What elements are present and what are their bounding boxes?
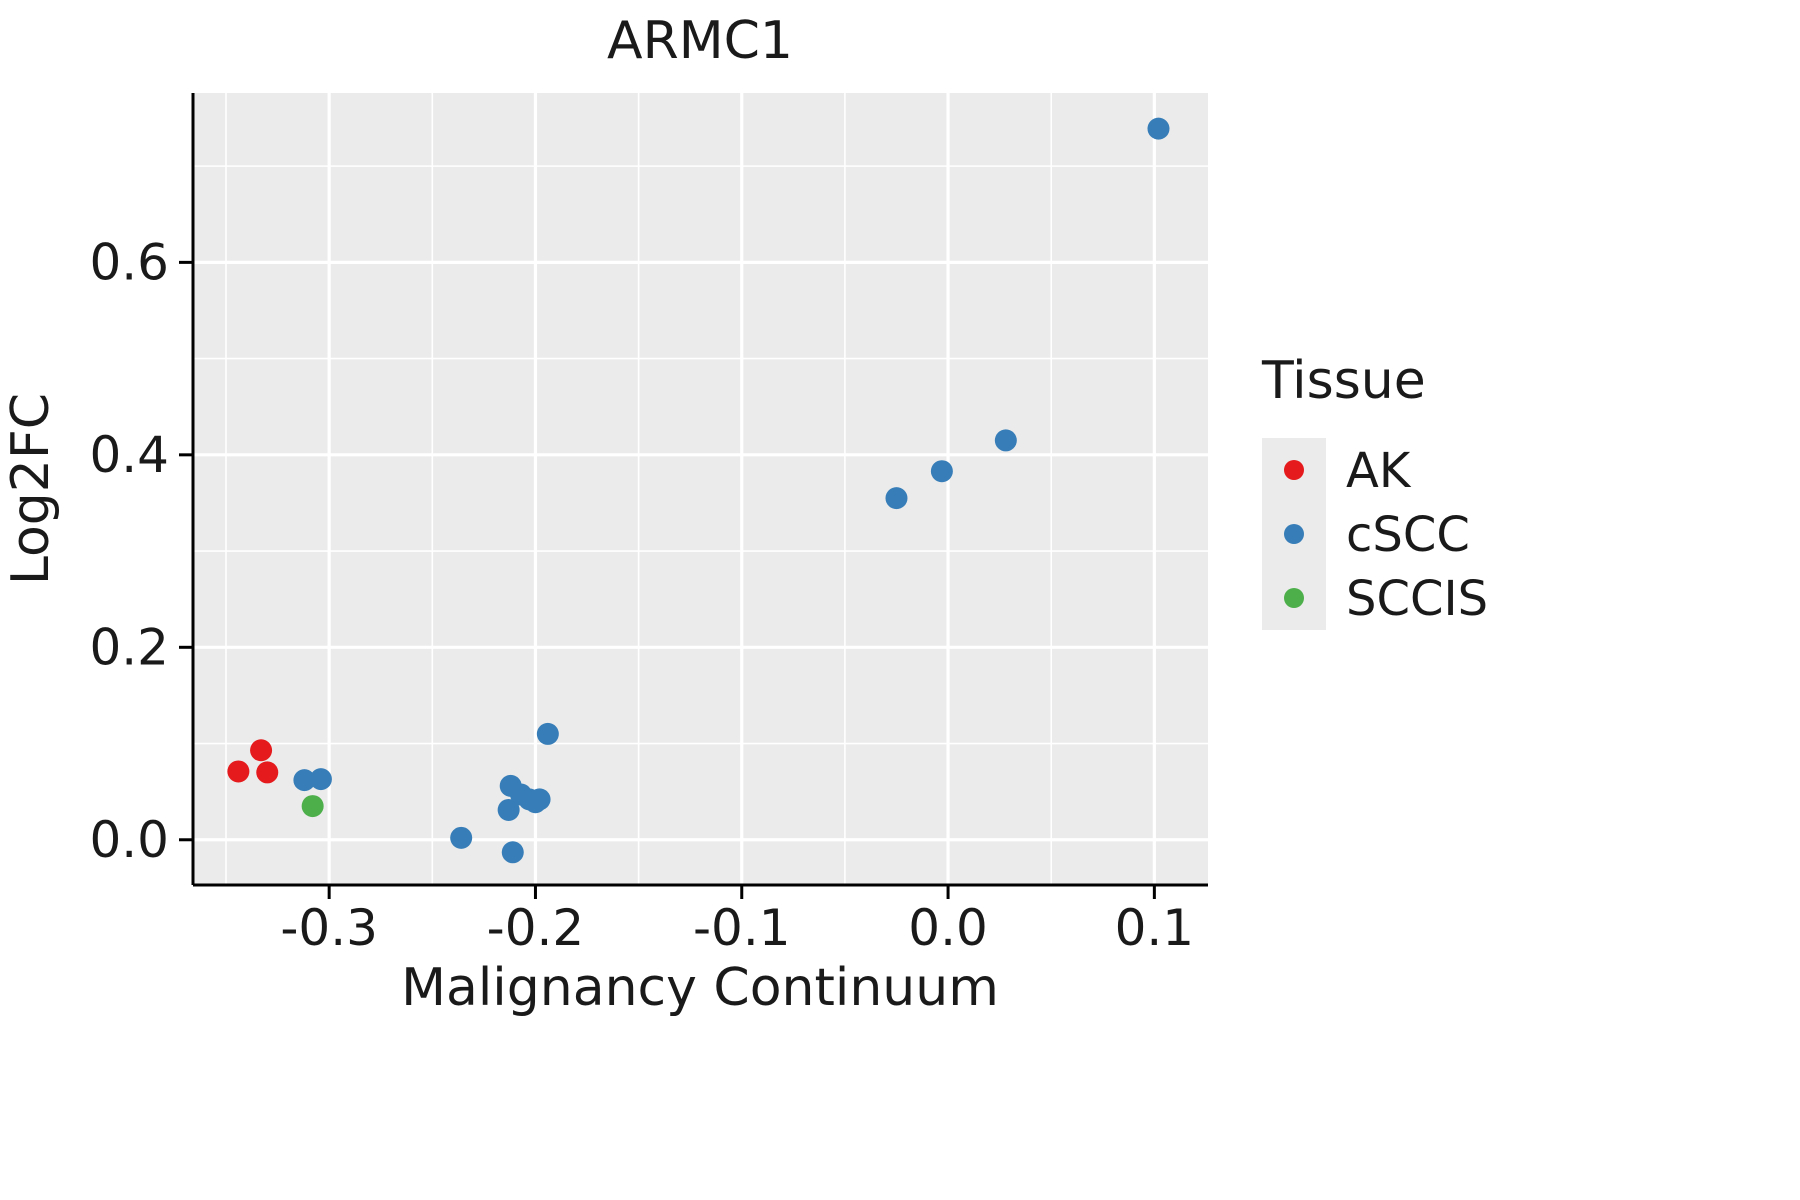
y-tick-label: 0.2 — [89, 618, 169, 676]
point-cSCC — [501, 841, 524, 864]
point-cSCC — [293, 769, 316, 792]
y-axis-label: Log2FC — [1, 393, 61, 585]
point-cSCC — [885, 487, 908, 510]
point-cSCC — [536, 722, 559, 745]
point-cSCC — [994, 429, 1017, 452]
y-tick-label: 0.0 — [89, 811, 169, 869]
legend-title: Tissue — [1261, 351, 1426, 411]
legend-label-cSCC: cSCC — [1346, 507, 1470, 563]
y-tick-label: 0.4 — [89, 426, 169, 484]
y-tick-labels: 0.0 0.2 0.4 0.6 — [89, 233, 169, 868]
point-AK — [250, 739, 273, 762]
legend-key-dot-cSCC — [1284, 524, 1304, 544]
x-tick-label: 0.0 — [908, 899, 988, 957]
legend-items: AK cSCC SCCIS — [1262, 438, 1488, 630]
point-cSCC — [528, 788, 551, 811]
legend-label-AK: AK — [1346, 443, 1412, 499]
x-axis-label: Malignancy Continuum — [401, 958, 999, 1018]
x-tick-label: -0.1 — [693, 899, 791, 957]
x-tick-labels: -0.3 -0.2 -0.1 0.0 0.1 — [280, 899, 1194, 957]
x-tick-label: -0.2 — [487, 899, 585, 957]
major-gridlines — [193, 93, 1208, 885]
point-cSCC — [497, 798, 520, 821]
point-SCCIS — [301, 795, 324, 818]
point-AK — [256, 761, 279, 784]
x-tick-label: -0.3 — [280, 899, 378, 957]
legend-key-dot-AK — [1284, 460, 1304, 480]
x-tick-label: 0.1 — [1115, 899, 1195, 957]
axes — [179, 93, 1208, 899]
plot-panel — [193, 93, 1208, 885]
point-cSCC — [1147, 117, 1170, 140]
point-cSCC — [309, 768, 332, 791]
point-cSCC — [930, 460, 953, 483]
legend: Tissue AK cSCC SCCIS — [1261, 351, 1488, 630]
y-tick-label: 0.6 — [89, 233, 169, 291]
minor-gridlines — [193, 93, 1208, 885]
data-points — [227, 117, 1170, 864]
chart-title: ARMC1 — [607, 11, 793, 71]
legend-label-SCCIS: SCCIS — [1346, 571, 1488, 627]
legend-key-dot-SCCIS — [1284, 588, 1304, 608]
point-AK — [227, 760, 250, 783]
point-cSCC — [450, 826, 473, 849]
